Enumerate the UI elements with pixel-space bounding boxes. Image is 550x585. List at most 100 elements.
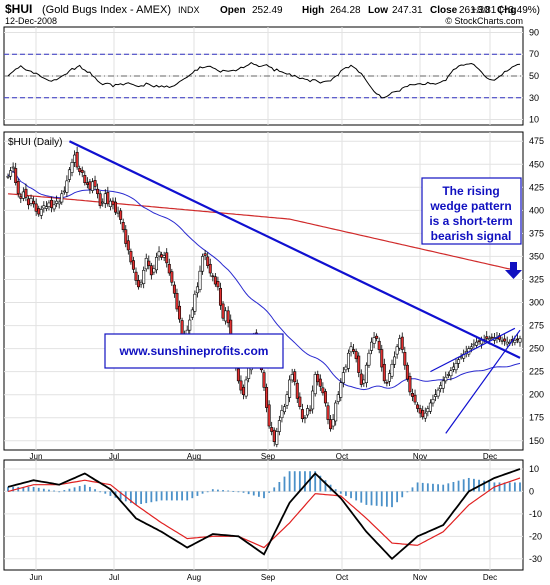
candle-down [175, 293, 179, 310]
candle-up [198, 270, 202, 290]
candle-up [21, 191, 25, 199]
macd-grid [4, 460, 523, 570]
candle-up [387, 373, 391, 382]
macd-histogram-bar [150, 491, 153, 503]
macd-histogram-bar [119, 491, 122, 500]
candle-down [323, 391, 327, 404]
candle-down [149, 265, 153, 276]
candle-down [129, 251, 133, 263]
candle-up [306, 408, 310, 416]
header-exchange: INDX [178, 5, 200, 15]
macd-histogram-bar [457, 480, 460, 492]
high-value: 264.28 [330, 5, 361, 16]
macd-histogram-bar [396, 491, 399, 503]
candle-up [90, 181, 94, 191]
candle-up [487, 338, 491, 341]
candle-up [201, 256, 205, 272]
macd-histogram-bar [78, 486, 81, 492]
candle-up [457, 359, 461, 364]
candle-down [14, 168, 18, 183]
candle-up [446, 374, 450, 376]
macd-histogram-bar [217, 489, 219, 492]
candle-up [336, 394, 340, 402]
price-tick-label: 400 [529, 205, 544, 215]
candle-down [34, 203, 38, 212]
low-label: Low [368, 5, 388, 16]
macd-histogram-bar [391, 491, 393, 508]
macd-xtick-label: Jun [30, 573, 43, 582]
macd-histogram-bar [129, 491, 132, 504]
candle-down [137, 280, 141, 288]
price-chart-title: $HUI (Daily) [8, 137, 62, 148]
candle-down [352, 349, 356, 352]
candle-down [211, 275, 215, 278]
candle-up [434, 394, 438, 397]
macd-histogram-bar [421, 482, 424, 492]
watermark: © StockCharts.com [445, 16, 523, 26]
macd-histogram-bar [513, 482, 516, 492]
macd-histogram-bar [63, 490, 66, 492]
macd-tick-label: -30 [529, 554, 542, 564]
macd-histogram-bar [201, 491, 204, 494]
candle-down [298, 396, 302, 407]
macd-plot [7, 468, 521, 561]
macd-histogram-bar [503, 482, 506, 492]
candle-up [334, 402, 338, 422]
macd-xtick-label: Aug [187, 573, 201, 582]
candle-down [503, 338, 507, 342]
website-link[interactable]: www.sunshineprofits.com [119, 344, 269, 358]
macd-histogram-bar [426, 483, 429, 492]
candle-down [385, 381, 389, 384]
price-plot [6, 140, 522, 448]
candle-down [121, 222, 125, 231]
candle-down [203, 253, 207, 256]
macd-tick-label: 0 [529, 486, 534, 496]
price-xtick-label: Oct [336, 452, 349, 461]
price-xtick-label: Dec [483, 452, 497, 461]
macd-histogram-bar [206, 491, 209, 493]
candle-up [60, 193, 64, 203]
macd-histogram-bar [99, 491, 102, 493]
candle-down [242, 387, 246, 395]
price-tick-label: 250 [529, 344, 544, 354]
candle-up [6, 175, 10, 178]
macd-histogram-bar [304, 471, 306, 492]
macd-histogram-bar [181, 491, 183, 501]
candle-down [114, 201, 118, 213]
candle-down [382, 363, 386, 382]
candle-up [244, 379, 248, 397]
candle-down [88, 181, 92, 190]
candle-down [208, 263, 212, 274]
macd-histogram-bar [319, 475, 322, 492]
open-label: Open [220, 5, 246, 16]
candle-up [505, 341, 509, 345]
macd-histogram-bar [58, 491, 61, 493]
macd-histogram-bar [437, 484, 439, 492]
candle-down [403, 351, 407, 366]
rsi-tick-label: 10 [529, 115, 539, 125]
macd-histogram-bar [432, 483, 434, 492]
macd-histogram-bar [442, 484, 445, 492]
candle-down [318, 378, 322, 387]
macd-histogram-bar [283, 476, 286, 492]
macd-histogram-bar [53, 490, 55, 492]
candle-up [370, 341, 374, 351]
price-xtick-label: Nov [413, 452, 427, 461]
rsi-tick-label: 70 [529, 49, 539, 59]
candle-up [469, 346, 473, 349]
candle-up [451, 366, 455, 370]
candle-down [413, 394, 417, 403]
low-value: 247.31 [392, 5, 423, 16]
candle-up [44, 206, 48, 209]
macd-histogram-bar [355, 491, 358, 501]
price-xtick-label: Sep [261, 452, 276, 461]
candle-up [313, 374, 317, 395]
candle-down [37, 208, 41, 215]
candle-down [308, 409, 312, 412]
macd-histogram-bar [32, 486, 35, 492]
price-tick-label: 300 [529, 298, 544, 308]
macd-histogram-bar [411, 487, 414, 492]
candle-up [152, 268, 156, 273]
macd-histogram-bar [227, 490, 230, 492]
